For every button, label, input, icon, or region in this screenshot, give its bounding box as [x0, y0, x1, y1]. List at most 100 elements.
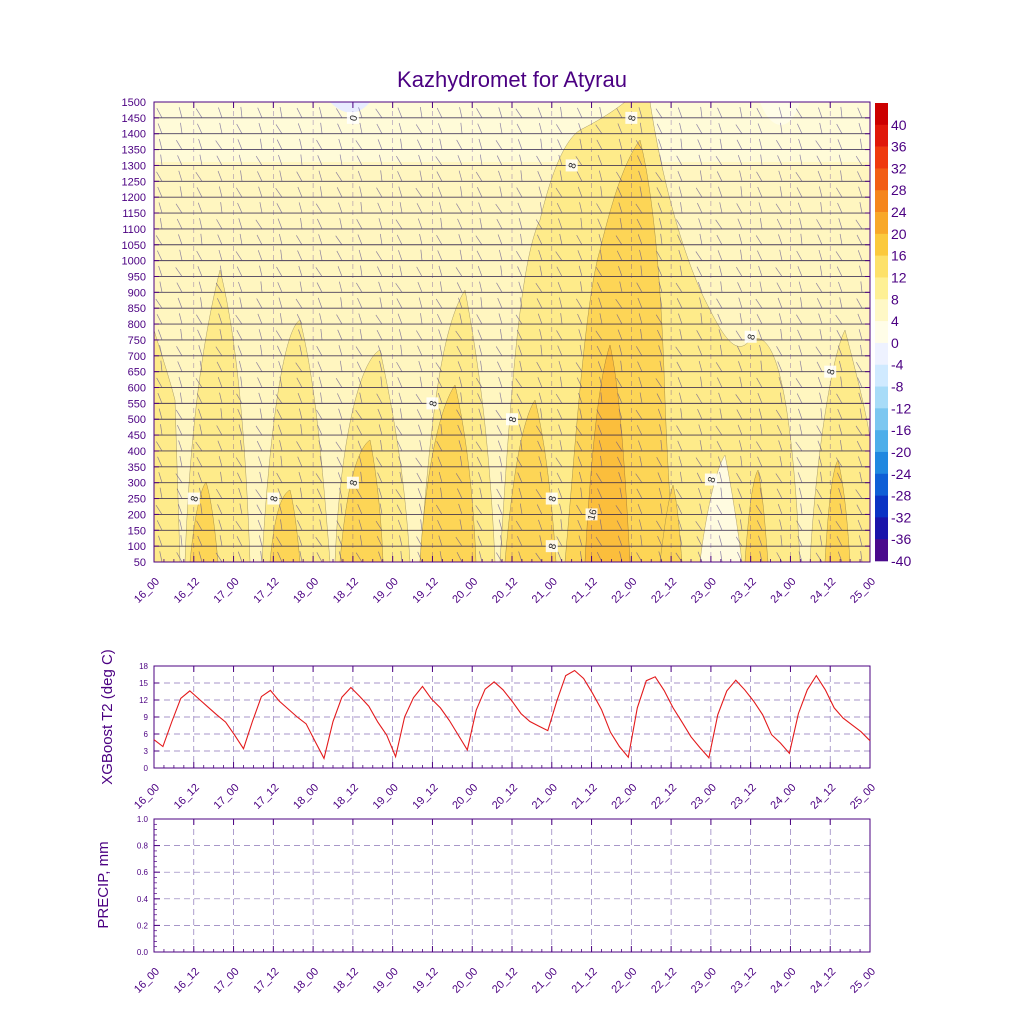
wind-barb: [556, 536, 563, 547]
wind-barb: [200, 297, 203, 309]
contour-label: 8: [627, 114, 639, 123]
t2-y-tick-label: 9: [144, 713, 149, 722]
wind-barb: [636, 282, 643, 293]
wind-barb: [438, 202, 443, 214]
wind-barb: [859, 408, 863, 420]
wind-barb: [818, 186, 823, 198]
wind-barb: [276, 472, 283, 483]
wind-barb: [575, 425, 583, 436]
wind-barb: [297, 392, 303, 404]
wind-barb: [819, 265, 823, 277]
wind-barb: [815, 346, 823, 356]
wind-barb: [317, 218, 323, 230]
wind-barb: [335, 378, 343, 388]
wind-barb: [656, 457, 663, 467]
wind-barb: [779, 455, 783, 467]
wind-barb: [858, 329, 863, 341]
wind-barb: [519, 503, 523, 515]
wind-barb: [195, 378, 203, 388]
wind-barb: [176, 218, 183, 230]
wind-barb: [197, 202, 203, 214]
wind-barb: [276, 536, 283, 547]
wind-barb: [295, 362, 303, 372]
wind-barb: [280, 249, 283, 261]
wind-barb: [296, 377, 303, 388]
wind-barb: [840, 106, 843, 118]
wind-barb: [797, 472, 803, 483]
wind-barb: [718, 392, 723, 404]
wind-barb: [836, 187, 843, 198]
wind-barb: [216, 425, 223, 436]
wind-barb: [358, 313, 363, 325]
wind-barb: [636, 346, 643, 356]
wind-barb: [759, 217, 763, 229]
wind-barb: [259, 265, 263, 277]
wind-barb: [695, 521, 703, 531]
wind-barb: [178, 107, 183, 118]
wind-barb: [758, 408, 763, 420]
wind-barb: [259, 471, 263, 483]
wind-barb: [320, 122, 323, 134]
wind-barb: [600, 392, 603, 404]
colorbar-label: 8: [891, 291, 899, 307]
wind-barb: [580, 487, 583, 499]
wind-barb: [836, 536, 843, 547]
x-tick-label: 17_00: [212, 782, 242, 812]
wind-barb: [159, 281, 163, 293]
wind-barb: [576, 377, 583, 388]
wind-barb: [221, 102, 222, 103]
wind-barb: [581, 102, 582, 103]
wind-barb: [236, 123, 243, 134]
wind-barb: [836, 393, 843, 404]
y-tick-label: 450: [128, 430, 146, 442]
wind-barb: [376, 457, 383, 468]
wind-barb: [616, 171, 623, 182]
wind-barb: [860, 551, 863, 562]
wind-barb: [438, 123, 443, 134]
wind-barb: [377, 408, 383, 420]
wind-barb: [455, 267, 463, 277]
wind-barb: [219, 329, 223, 340]
wind-barb: [699, 440, 703, 452]
wind-barb: [197, 472, 203, 483]
wind-barb: [359, 186, 363, 198]
wind-barb: [297, 250, 303, 261]
y-tick-label: 200: [128, 509, 146, 521]
wind-barb: [535, 552, 543, 562]
wind-barb: [258, 123, 263, 134]
wind-barb: [516, 457, 523, 468]
wind-barb: [177, 361, 183, 372]
wind-barb: [437, 456, 443, 467]
wind-barb: [619, 218, 623, 229]
wind-barb: [401, 102, 402, 103]
wind-barb: [437, 392, 443, 404]
wind-barb: [415, 393, 423, 404]
wind-barb: [717, 313, 723, 325]
wind-barb: [196, 187, 203, 198]
wind-barb: [776, 139, 783, 150]
wind-barb: [637, 234, 643, 245]
wind-barb: [819, 329, 823, 340]
wind-barb: [418, 154, 423, 166]
wind-barb: [719, 471, 723, 483]
wind-barb: [577, 456, 583, 467]
wind-barb: [557, 139, 563, 150]
wind-barb: [575, 156, 583, 166]
wind-barb: [816, 488, 823, 499]
wind-barb: [578, 392, 583, 404]
wind-barb: [539, 535, 543, 547]
wind-barb: [538, 186, 543, 198]
wind-barb: [857, 377, 863, 388]
wind-barb: [220, 408, 223, 420]
wind-barb: [600, 455, 603, 467]
wind-barb: [376, 536, 383, 547]
wind-barb: [237, 472, 243, 483]
wind-barb: [758, 472, 763, 483]
wind-barb: [738, 361, 743, 372]
contour-label: 8: [826, 368, 838, 377]
wind-barb: [616, 377, 623, 388]
wind-barb: [439, 408, 443, 420]
wind-barb: [736, 345, 743, 356]
wind-barb: [779, 186, 783, 198]
wind-barb: [296, 441, 303, 452]
